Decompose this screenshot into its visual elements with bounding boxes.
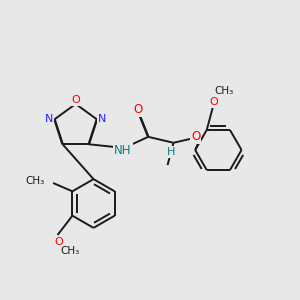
Text: O: O <box>209 97 218 107</box>
Text: CH₃: CH₃ <box>60 246 80 256</box>
Text: O: O <box>191 130 200 143</box>
Text: H: H <box>167 147 175 157</box>
Text: N: N <box>45 114 53 124</box>
Text: N: N <box>98 114 106 124</box>
Text: O: O <box>55 236 63 247</box>
Text: NH: NH <box>114 144 132 157</box>
Text: CH₃: CH₃ <box>214 86 234 96</box>
Text: O: O <box>133 103 142 116</box>
Text: CH₃: CH₃ <box>25 176 44 186</box>
Text: O: O <box>71 95 80 105</box>
